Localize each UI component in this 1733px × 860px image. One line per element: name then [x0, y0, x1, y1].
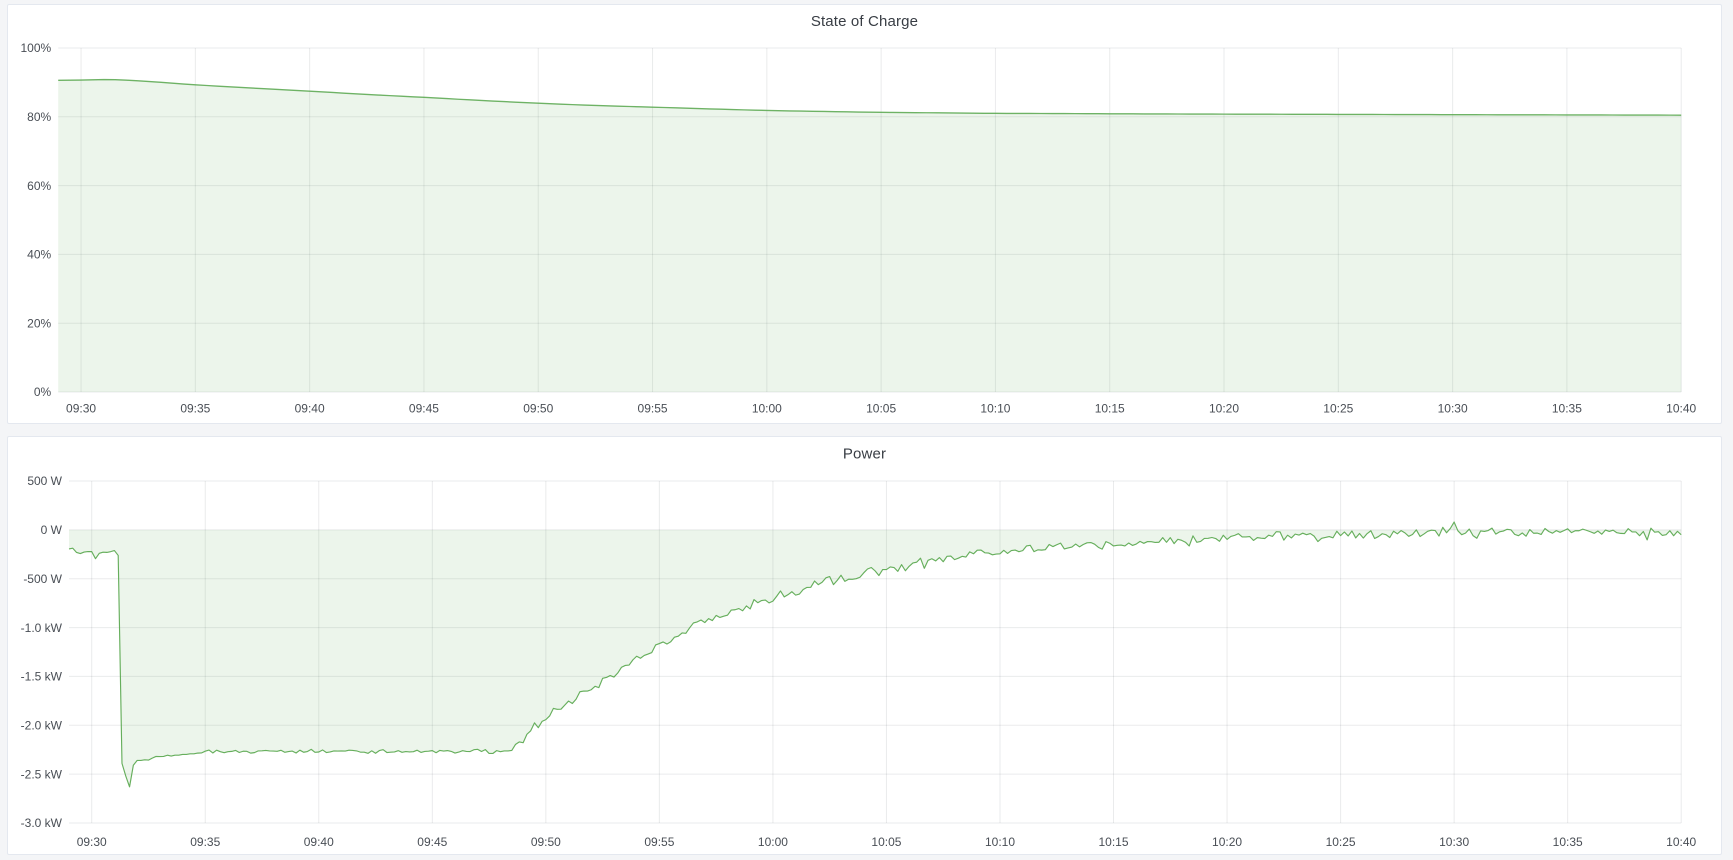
- svg-text:09:50: 09:50: [531, 835, 561, 849]
- svg-text:10:00: 10:00: [758, 835, 788, 849]
- svg-text:60%: 60%: [27, 179, 51, 193]
- svg-text:-1.0 kW: -1.0 kW: [21, 621, 63, 635]
- svg-text:09:35: 09:35: [180, 401, 210, 415]
- svg-text:Power: Power: [843, 446, 886, 463]
- svg-text:10:05: 10:05: [871, 835, 901, 849]
- svg-text:State of Charge: State of Charge: [811, 13, 918, 30]
- svg-text:10:30: 10:30: [1439, 835, 1469, 849]
- svg-text:09:50: 09:50: [523, 401, 553, 415]
- svg-text:10:10: 10:10: [980, 401, 1010, 415]
- svg-text:20%: 20%: [27, 316, 51, 330]
- svg-text:0%: 0%: [34, 385, 52, 399]
- svg-text:09:40: 09:40: [304, 835, 334, 849]
- svg-text:10:30: 10:30: [1438, 401, 1468, 415]
- svg-text:09:40: 09:40: [295, 401, 325, 415]
- svg-text:-2.5 kW: -2.5 kW: [21, 767, 63, 781]
- svg-text:10:20: 10:20: [1209, 401, 1239, 415]
- svg-text:09:35: 09:35: [190, 835, 220, 849]
- svg-text:09:45: 09:45: [409, 401, 439, 415]
- svg-text:10:25: 10:25: [1323, 401, 1353, 415]
- svg-text:09:55: 09:55: [644, 835, 674, 849]
- svg-text:-2.0 kW: -2.0 kW: [21, 718, 63, 732]
- svg-text:10:10: 10:10: [985, 835, 1015, 849]
- svg-text:10:15: 10:15: [1099, 835, 1129, 849]
- svg-text:-500 W: -500 W: [23, 572, 62, 586]
- svg-text:10:25: 10:25: [1326, 835, 1356, 849]
- svg-text:09:30: 09:30: [66, 401, 96, 415]
- svg-text:10:40: 10:40: [1666, 401, 1696, 415]
- svg-text:0 W: 0 W: [41, 523, 63, 537]
- svg-text:-1.5 kW: -1.5 kW: [21, 670, 63, 684]
- svg-text:40%: 40%: [27, 248, 51, 262]
- svg-text:500 W: 500 W: [27, 474, 62, 488]
- svg-text:10:15: 10:15: [1095, 401, 1125, 415]
- svg-text:10:40: 10:40: [1666, 835, 1696, 849]
- svg-text:09:55: 09:55: [638, 401, 668, 415]
- svg-text:10:20: 10:20: [1212, 835, 1242, 849]
- svg-text:09:30: 09:30: [77, 835, 107, 849]
- svg-text:09:45: 09:45: [417, 835, 447, 849]
- svg-text:10:35: 10:35: [1552, 401, 1582, 415]
- svg-text:10:35: 10:35: [1553, 835, 1583, 849]
- svg-text:10:00: 10:00: [752, 401, 782, 415]
- svg-text:10:05: 10:05: [866, 401, 896, 415]
- svg-text:-3.0 kW: -3.0 kW: [21, 816, 63, 830]
- svg-text:80%: 80%: [27, 110, 51, 124]
- svg-text:100%: 100%: [20, 41, 51, 55]
